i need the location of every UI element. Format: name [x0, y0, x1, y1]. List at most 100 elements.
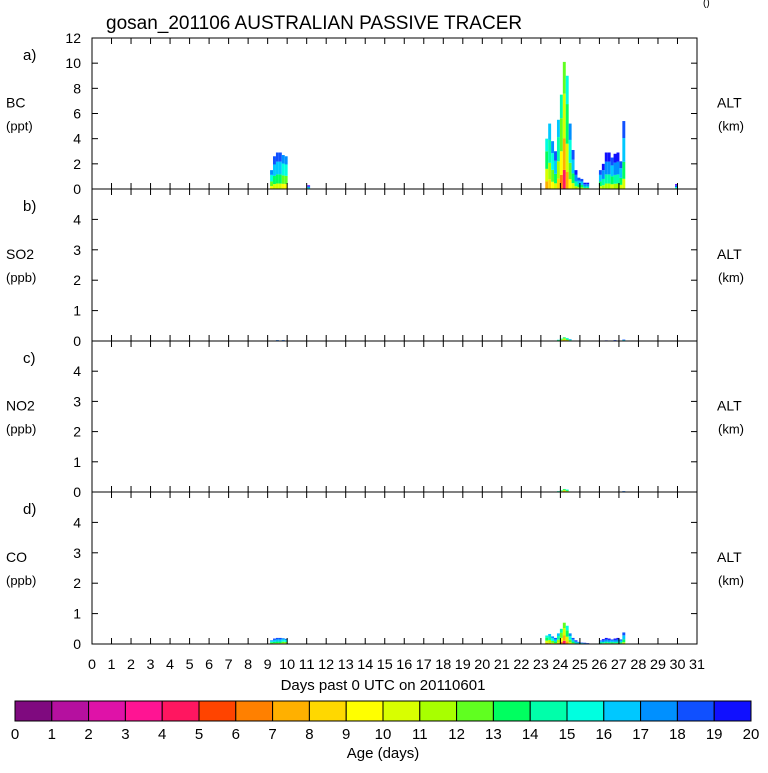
- colorbar-tick-label: 13: [485, 726, 502, 743]
- y-tick-label: 3: [73, 545, 81, 561]
- bar-segment: [282, 640, 285, 642]
- bar-segment: [566, 340, 569, 341]
- bar: [276, 153, 279, 189]
- bar-segment: [619, 639, 622, 640]
- bar-segment: [605, 642, 608, 644]
- right-unit-label: (km): [718, 118, 744, 133]
- bar-segment: [563, 338, 566, 339]
- x-tick-label: 15: [377, 656, 393, 672]
- bar-segment: [563, 491, 566, 492]
- bar: [619, 161, 622, 189]
- colorbar-swatch: [15, 701, 52, 721]
- bar-segment: [279, 642, 282, 644]
- bar-segment: [605, 162, 608, 175]
- bar-segment: [270, 640, 273, 641]
- bar-segment: [554, 161, 557, 174]
- bar-segment: [270, 643, 273, 644]
- bar-segment: [551, 636, 554, 638]
- bar: [270, 640, 273, 644]
- bar-segment: [602, 170, 605, 179]
- colorbar-tick-label: 2: [84, 726, 92, 743]
- bar: [602, 164, 605, 189]
- bar-segment: [614, 642, 617, 643]
- bar-segment: [282, 155, 285, 163]
- bars-co: [270, 623, 625, 644]
- colorbar-tick-label: 14: [522, 726, 539, 743]
- bar-segment: [279, 639, 282, 641]
- species-label: BC: [6, 94, 25, 110]
- bar: [560, 95, 563, 189]
- bar-segment: [557, 633, 560, 636]
- bar-segment: [563, 489, 566, 490]
- colorbar-tick-label: 20: [743, 726, 760, 743]
- x-tick-label: 24: [552, 656, 568, 672]
- bar-segment: [554, 174, 557, 183]
- y-tick-label: 1: [73, 303, 81, 319]
- bar-segment: [619, 641, 622, 643]
- bar: [605, 638, 608, 644]
- bar-segment: [583, 183, 586, 185]
- bar-segment: [614, 640, 617, 642]
- bar-segment: [566, 490, 569, 491]
- bar-segment: [563, 628, 566, 635]
- bar-segment: [608, 153, 611, 162]
- bar-segment: [554, 151, 557, 160]
- bar-segment: [575, 641, 578, 642]
- right-unit-label: (km): [718, 270, 744, 285]
- colorbar-tick-label: 1: [48, 726, 56, 743]
- bar: [307, 185, 310, 189]
- bar-segment: [605, 638, 608, 640]
- x-tick-label: 28: [630, 656, 646, 672]
- colorbar-tick-label: 17: [632, 726, 649, 743]
- bar: [572, 150, 575, 189]
- unit-label: (ppb): [6, 421, 36, 436]
- bar-segment: [285, 176, 288, 184]
- bar-segment: [566, 172, 569, 189]
- bar-segment: [614, 175, 617, 184]
- bar-segment: [563, 170, 566, 189]
- colorbar-tick-label: 7: [268, 726, 276, 743]
- bar-segment: [273, 156, 276, 164]
- bar-segment: [572, 150, 575, 160]
- colorbar-swatch: [493, 701, 530, 721]
- right-label: ALT: [717, 549, 742, 565]
- y-tick-label: 0: [73, 636, 81, 652]
- bar-segment: [307, 185, 310, 186]
- bar-segment: [273, 642, 276, 643]
- x-tick-label: 11: [299, 656, 315, 672]
- colorbar-tick-label: 12: [448, 726, 465, 743]
- y-tick-label: 2: [73, 156, 81, 172]
- bar: [619, 639, 622, 644]
- bar: [557, 120, 560, 189]
- bar-segment: [548, 636, 551, 640]
- bar: [611, 158, 614, 189]
- bar: [614, 639, 617, 644]
- bar: [282, 638, 285, 644]
- y-tick-label: 0: [73, 484, 81, 500]
- bar-segment: [563, 490, 566, 491]
- species-label: CO: [6, 549, 27, 565]
- bar-segment: [608, 639, 611, 640]
- right-label: ALT: [717, 246, 742, 262]
- bar: [545, 635, 548, 644]
- bar-segment: [572, 642, 575, 644]
- bar-segment: [551, 153, 554, 170]
- y-tick-label: 3: [73, 393, 81, 409]
- right-label: ALT: [717, 94, 742, 110]
- bar-segment: [276, 153, 279, 162]
- bar-segment: [545, 635, 548, 637]
- bar: [554, 151, 557, 189]
- bar: [611, 639, 614, 644]
- bar-segment: [557, 120, 560, 137]
- colorbar-label: Age (days): [347, 745, 420, 762]
- bar: [572, 638, 575, 644]
- y-tick-label: 4: [73, 211, 81, 227]
- bar: [580, 179, 583, 189]
- bar-segment: [622, 179, 625, 189]
- colorbar-swatch: [346, 701, 383, 721]
- bar-segment: [563, 623, 566, 628]
- right-label: ALT: [717, 397, 742, 413]
